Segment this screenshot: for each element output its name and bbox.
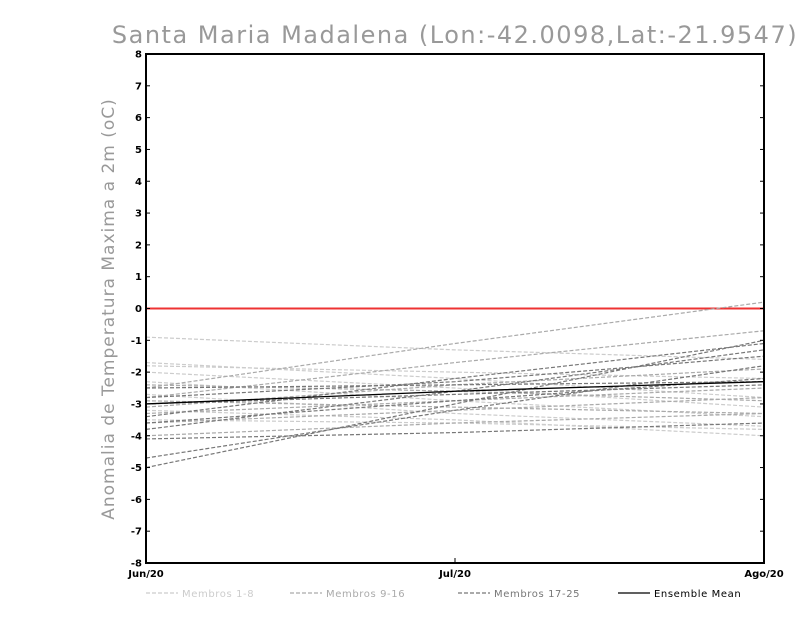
series-line-group1-member8 [145, 419, 765, 430]
series-line-group3-member3 [145, 422, 765, 440]
y-tick-label: 1 [135, 272, 142, 283]
series-line-group3-member4 [145, 349, 765, 430]
x-tick-label: Jun/20 [127, 569, 164, 580]
x-tick-label: Jul/20 [438, 569, 471, 580]
legend: Membros 1-8 Membros 9-16 Membros 17-25 Ense… [146, 589, 741, 600]
legend-label: Membros 9-16 [326, 589, 405, 600]
y-tick-label: -2 [131, 368, 142, 379]
series-line-group3-member2 [145, 365, 765, 459]
y-tick-label: -5 [131, 463, 142, 474]
y-tick-label: 5 [135, 145, 142, 156]
series-line-group3-member9 [145, 381, 765, 389]
series-line-group2-member2 [145, 330, 765, 399]
y-axis-label: Anomalia de Temperatura Maxima a 2m (oC) [99, 98, 119, 520]
series-line-group3-member6 [145, 342, 765, 418]
series-line-group2-member8 [145, 412, 765, 437]
x-tick-label: Ago/20 [744, 569, 783, 580]
chart-title: Santa Maria Madalena (Lon:-42.0098,Lat:-… [112, 21, 798, 49]
series-group [145, 301, 765, 469]
y-tick-label: -8 [131, 559, 142, 570]
y-tick-label: 3 [135, 209, 142, 220]
series-line-group3-member1 [145, 339, 765, 469]
y-tick-label: -7 [131, 527, 142, 538]
legend-label: Membros 17-25 [494, 589, 580, 600]
y-tick-label: 8 [135, 50, 142, 61]
series-line-group1-member7 [145, 409, 765, 437]
y-tick-label: -1 [131, 336, 142, 347]
y-tick-label: -6 [131, 495, 142, 506]
y-tick-label: -4 [131, 431, 142, 442]
ensemble-mean-line [145, 381, 765, 405]
y-tick-label: -3 [131, 399, 142, 410]
series-line-group1-member3 [145, 365, 765, 380]
series-line-group3-member8 [145, 355, 765, 399]
series-line-group1-member1 [145, 336, 765, 360]
y-tick-label: 7 [135, 81, 142, 92]
series-line-group3-member5 [145, 377, 765, 424]
y-tick-label: 2 [135, 240, 142, 251]
y-tick-label: 6 [135, 113, 142, 124]
y-tick-label: 0 [135, 304, 142, 315]
series-line-group2-member1 [145, 301, 765, 389]
series-line-group1-member4 [145, 371, 765, 408]
y-tick-label: 4 [135, 177, 142, 188]
series-line-group3-member7 [145, 384, 765, 405]
series-line-group2-member6 [145, 400, 765, 415]
legend-label: Ensemble Mean [654, 589, 741, 600]
legend-label: Membros 1-8 [182, 589, 254, 600]
